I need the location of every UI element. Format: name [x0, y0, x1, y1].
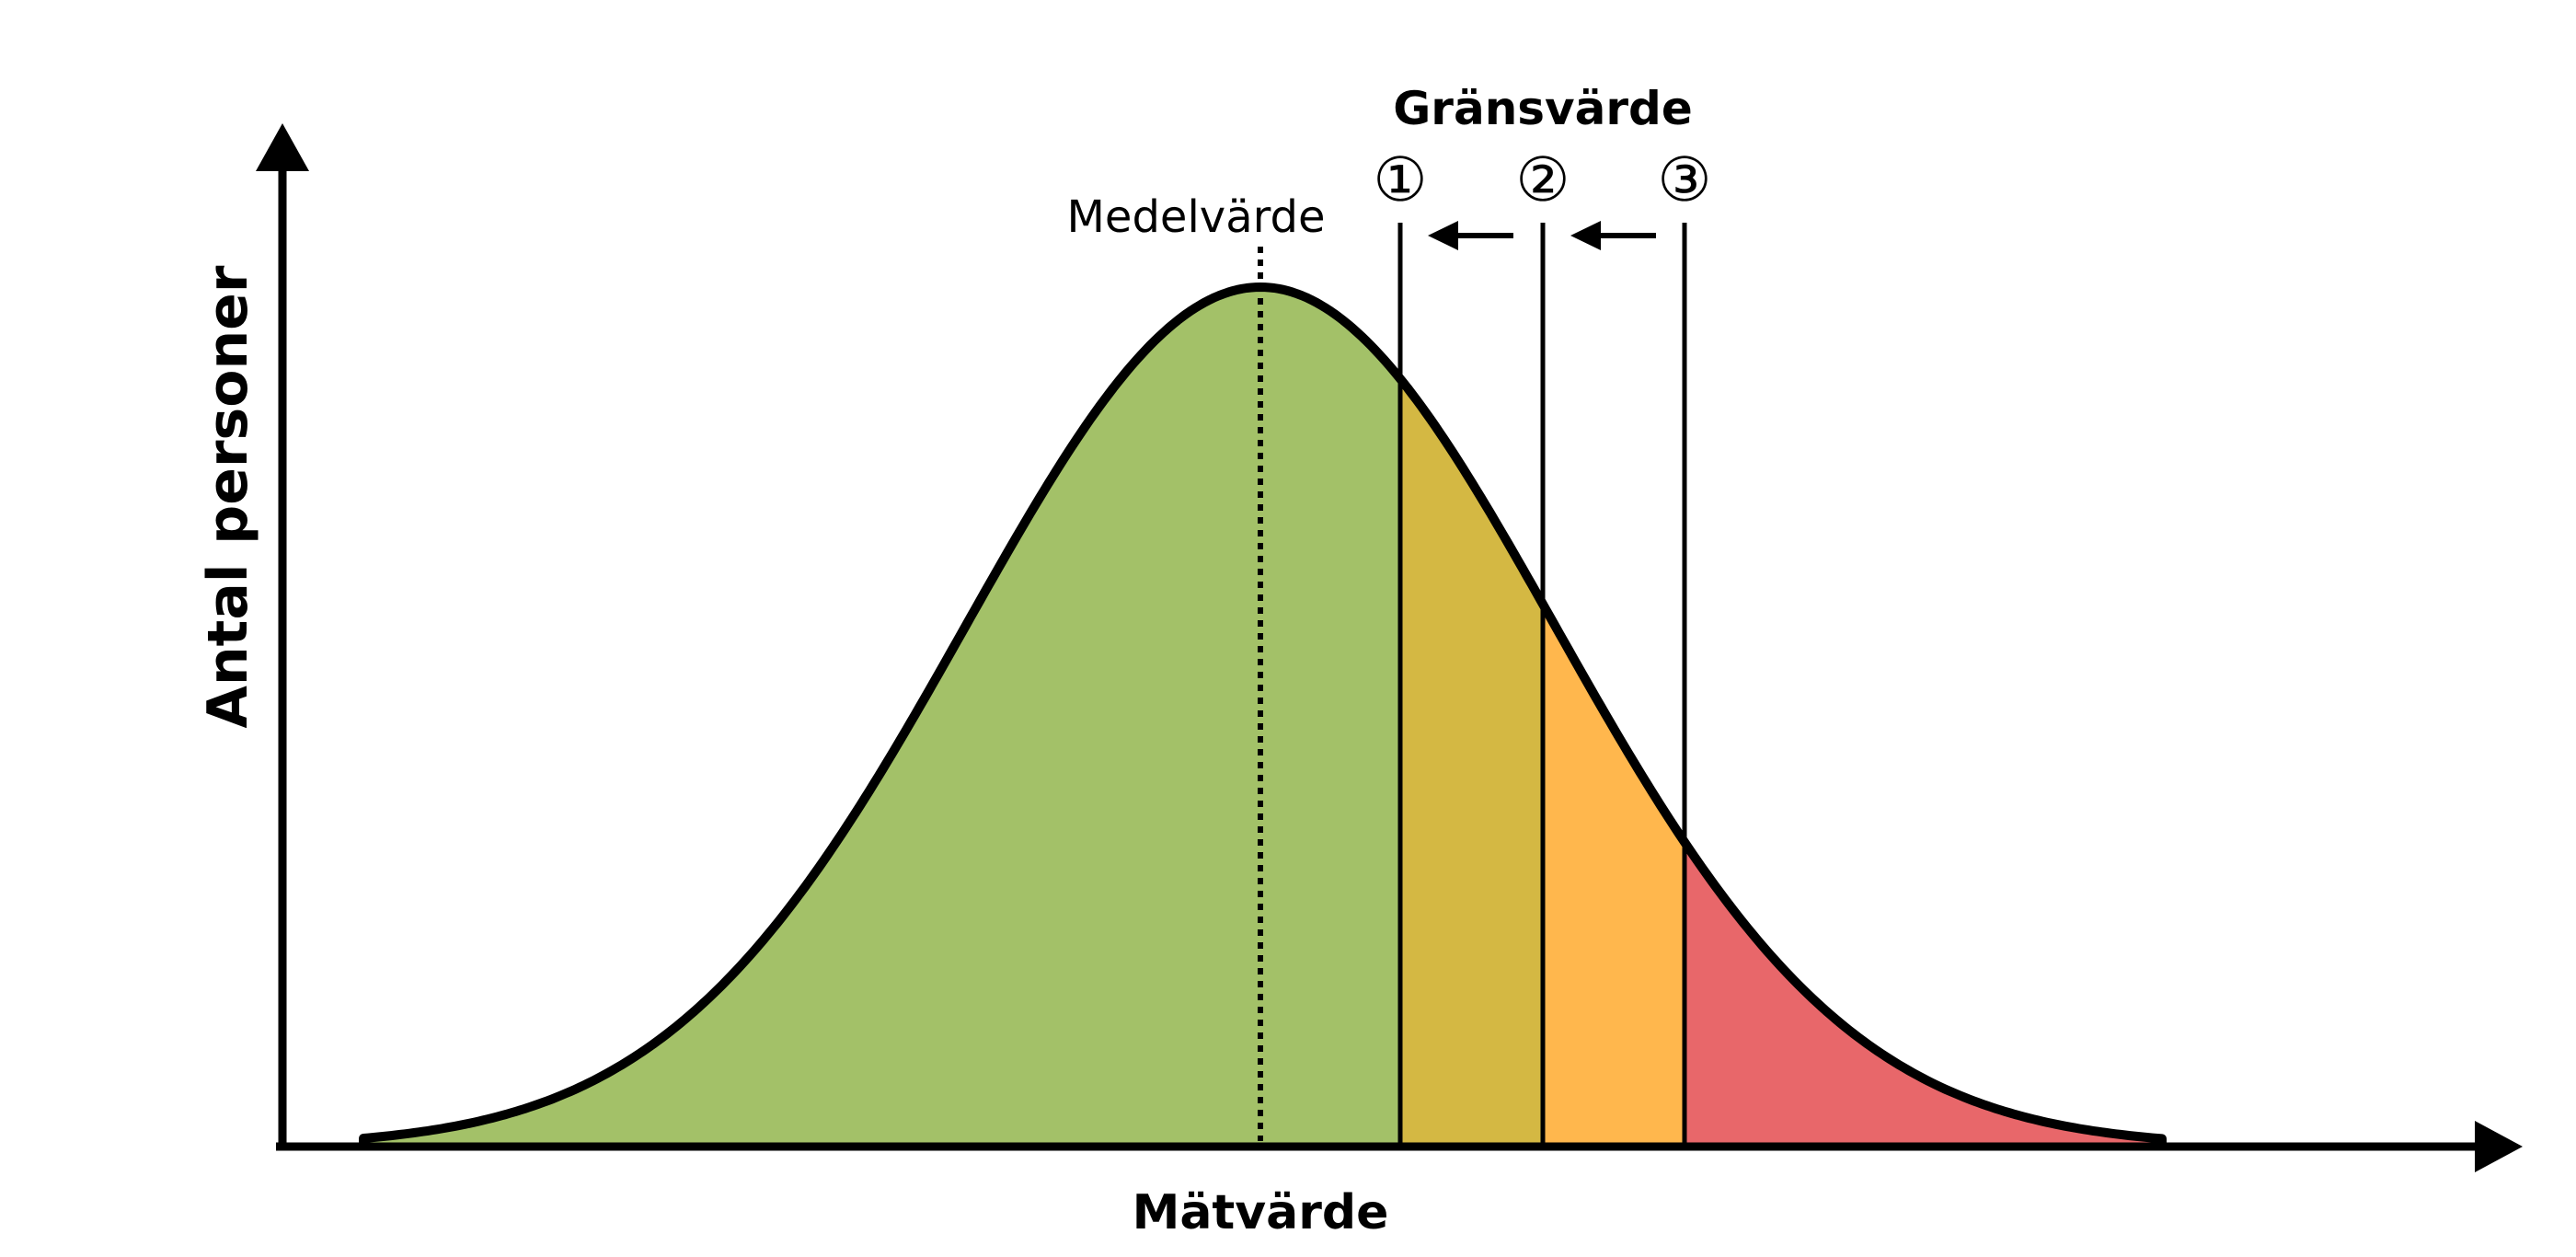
- threshold-2-marker: ②: [1515, 144, 1570, 215]
- threshold-title: Gränsvärde: [1393, 82, 1693, 135]
- normal-region-fill: [363, 287, 1398, 1147]
- threshold-1-marker: ①: [1373, 144, 1427, 215]
- threshold-2-region-fill: [1541, 287, 1684, 1147]
- curve-fill-group: [363, 287, 2162, 1147]
- x-axis-label: Mätvärde: [1133, 1185, 1389, 1240]
- threshold-3-marker: ③: [1657, 144, 1711, 215]
- shift-arrow-1-head: [1428, 221, 1458, 250]
- distribution-curve: [359, 283, 2167, 1147]
- mean-label: Medelvärde: [1067, 191, 1326, 243]
- threshold-3-region-fill: [1684, 287, 2162, 1147]
- y-axis-arrowhead: [256, 123, 309, 171]
- shift-arrow-2-head: [1570, 221, 1601, 250]
- threshold-1-region-fill: [1398, 287, 1541, 1147]
- x-axis-arrowhead: [2475, 1121, 2523, 1172]
- y-axis-label: Antal personer: [196, 265, 260, 728]
